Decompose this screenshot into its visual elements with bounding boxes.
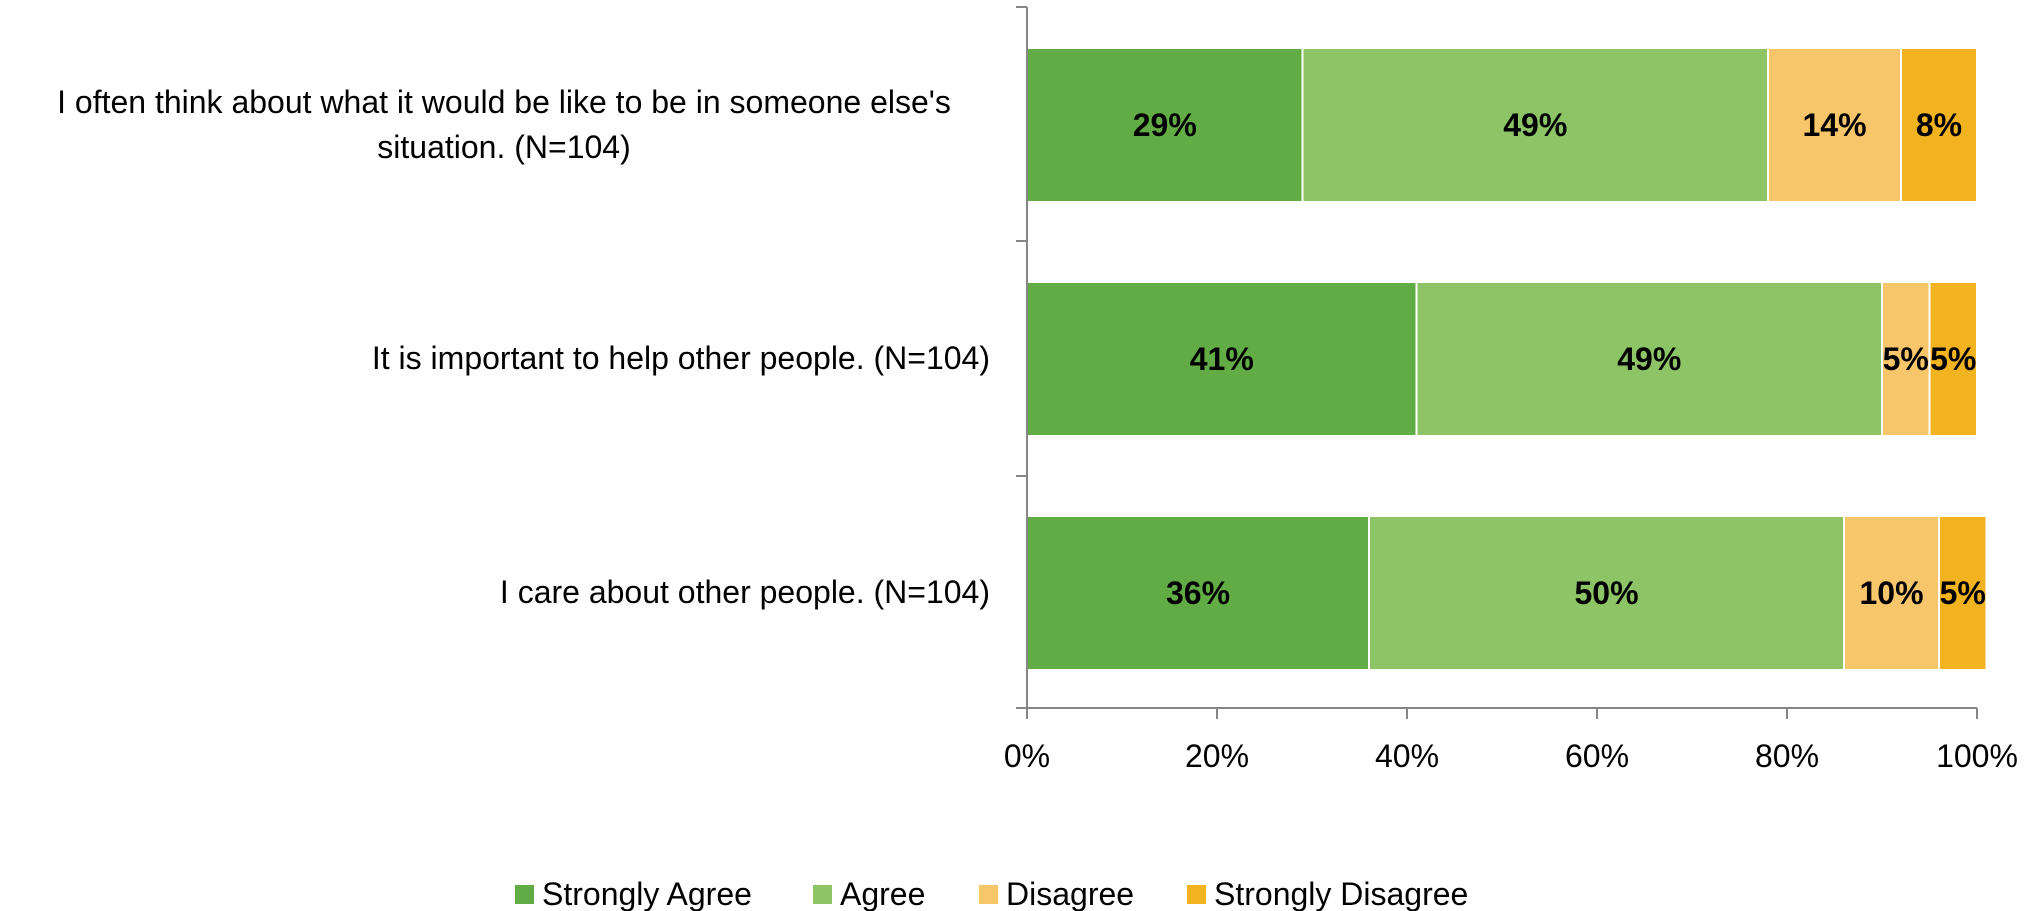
legend: Strongly Agree Agree Disagree Strongly Disa… <box>515 876 1468 911</box>
bar-segment-2-1 <box>1026 281 1418 437</box>
bar-segment-1-4 <box>1900 47 1978 203</box>
legend-swatch-1 <box>515 885 534 904</box>
x-tick-label-2: 20% <box>1185 738 1249 774</box>
data-label-2-4: 5% <box>1930 341 1976 377</box>
bar-segment-2-3 <box>1881 281 1931 437</box>
bar-segment-3-2 <box>1368 515 1845 671</box>
bar-segment-1-3 <box>1767 47 1902 203</box>
data-label-2-2: 49% <box>1617 341 1681 377</box>
bar-segment-1-2 <box>1301 47 1769 203</box>
legend-item-3: Disagree <box>979 876 1134 911</box>
x-tick-label-6: 100% <box>1936 738 2018 774</box>
legend-label-3: Disagree <box>1006 876 1134 911</box>
category-label-1-line-2: situation. (N=104) <box>377 129 630 165</box>
bar-segment-2-2 <box>1415 281 1883 437</box>
legend-label-2: Agree <box>840 876 925 911</box>
data-label-1-1: 29% <box>1133 107 1197 143</box>
data-label-1-2: 49% <box>1503 107 1567 143</box>
data-label-3-4: 5% <box>1940 575 1986 611</box>
data-label-3-2: 50% <box>1574 575 1638 611</box>
legend-item-2: Agree <box>813 876 925 911</box>
data-label-2-3: 5% <box>1883 341 1929 377</box>
data-label-1-4: 8% <box>1916 107 1962 143</box>
category-label-1: I often think about what it would be lik… <box>57 84 951 165</box>
axis-layer: 0% 20% 40% 60% 80% 100% <box>1004 6 2018 774</box>
category-label-1-line-1: I often think about what it would be lik… <box>57 84 951 120</box>
legend-label-4: Strongly Disagree <box>1214 876 1468 911</box>
bar-segment-3-4 <box>1938 515 1988 671</box>
labels-layer: 29% 49% 14% 8%41% 49% 5% 5%36% 50% 10% 5%I often … <box>57 84 1986 611</box>
data-label-3-3: 10% <box>1859 575 1923 611</box>
legend-swatch-3 <box>979 885 998 904</box>
bar-segment-2-4 <box>1928 281 1978 437</box>
x-tick-label-4: 60% <box>1565 738 1629 774</box>
category-label-2: It is important to help other people. (N… <box>372 340 990 376</box>
data-label-2-1: 41% <box>1190 341 1254 377</box>
bars-layer <box>1026 47 1988 671</box>
data-label-1-3: 14% <box>1802 107 1866 143</box>
category-label-3: I care about other people. (N=104) <box>500 574 990 610</box>
x-tick-label-1: 0% <box>1004 738 1050 774</box>
legend-item-1: Strongly Agree <box>515 876 752 911</box>
legend-item-4: Strongly Disagree <box>1187 876 1468 911</box>
bar-segment-1-1 <box>1026 47 1304 203</box>
legend-swatch-2 <box>813 885 832 904</box>
data-label-3-1: 36% <box>1166 575 1230 611</box>
legend-swatch-4 <box>1187 885 1206 904</box>
legend-label-1: Strongly Agree <box>542 876 752 911</box>
x-tick-label-5: 80% <box>1755 738 1819 774</box>
x-tick-label-3: 40% <box>1375 738 1439 774</box>
